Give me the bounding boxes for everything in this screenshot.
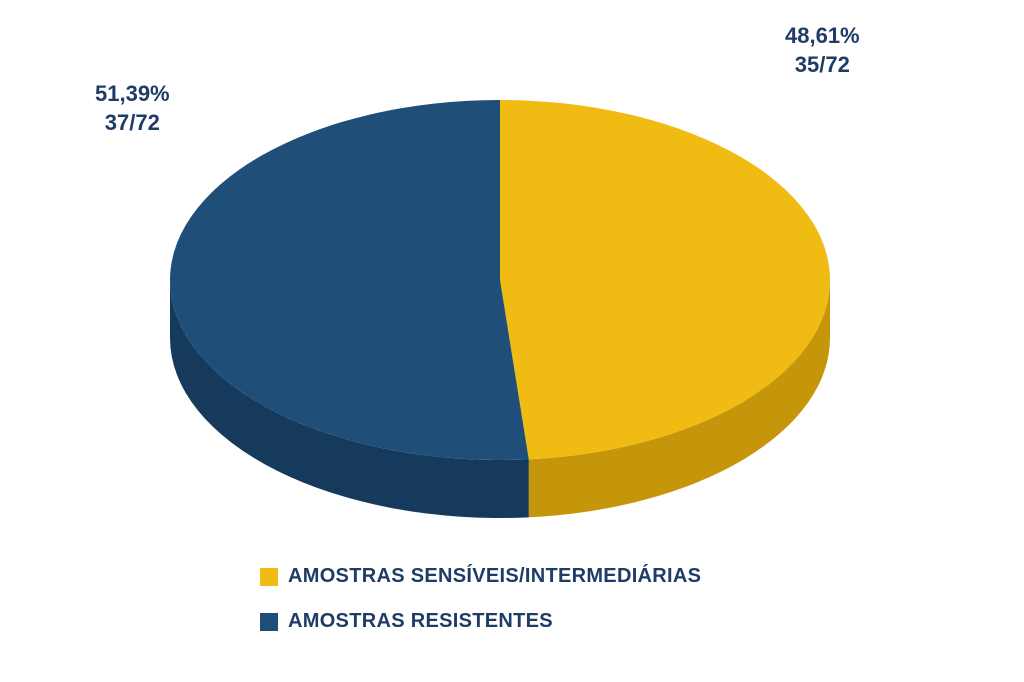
legend-swatch-sensiveis bbox=[260, 568, 278, 586]
slice-percent-resistentes: 51,39% bbox=[95, 80, 170, 109]
legend-text-resistentes: AMOSTRAS RESISTENTES bbox=[288, 610, 553, 633]
slice-label-sensiveis: 48,61% 35/72 bbox=[785, 22, 860, 79]
slice-fraction-sensiveis: 35/72 bbox=[785, 51, 860, 80]
legend-swatch-resistentes bbox=[260, 613, 278, 631]
slice-percent-sensiveis: 48,61% bbox=[785, 22, 860, 51]
legend-item-sensiveis: AMOSTRAS SENSÍVEIS/INTERMEDIÁRIAS bbox=[260, 565, 701, 588]
legend-text-sensiveis: AMOSTRAS SENSÍVEIS/INTERMEDIÁRIAS bbox=[288, 565, 701, 588]
pie-chart-3d: 48,61% 35/72 51,39% 37/72 AMOSTRAS SENSÍ… bbox=[0, 0, 1024, 682]
legend-item-resistentes: AMOSTRAS RESISTENTES bbox=[260, 610, 701, 633]
slice-label-resistentes: 51,39% 37/72 bbox=[95, 80, 170, 137]
slice-fraction-resistentes: 37/72 bbox=[95, 109, 170, 138]
chart-legend: AMOSTRAS SENSÍVEIS/INTERMEDIÁRIAS AMOSTR… bbox=[260, 565, 701, 655]
